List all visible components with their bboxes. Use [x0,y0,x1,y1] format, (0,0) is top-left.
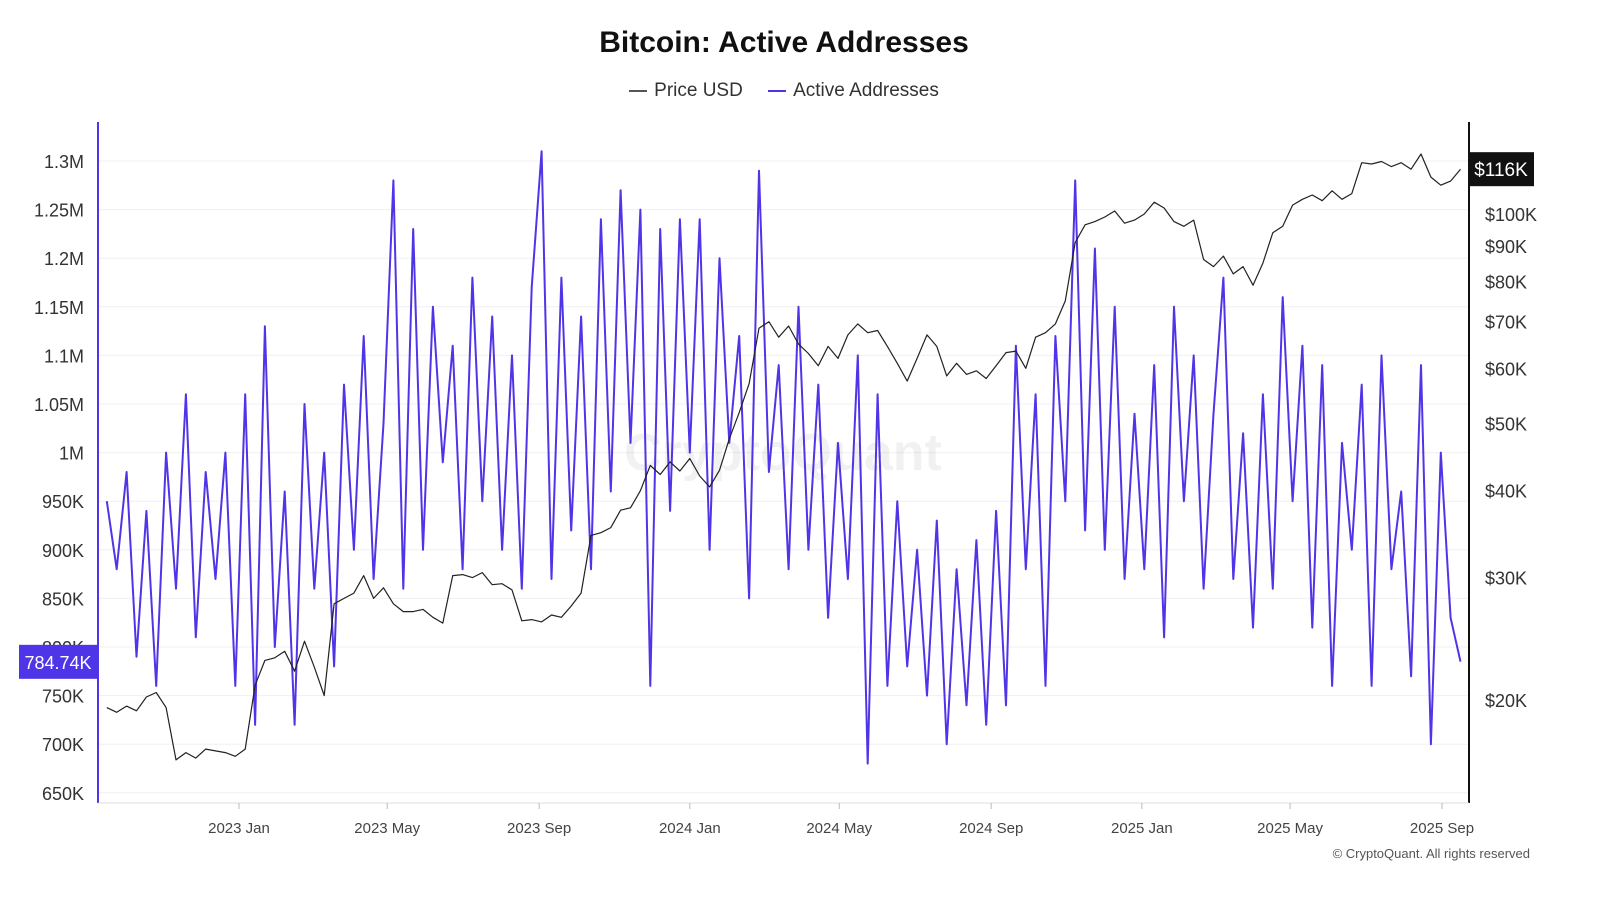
right-tick-label: $90K [1485,237,1527,257]
x-tick-label: 2025 Jan [1111,820,1173,837]
x-tick-label: 2025 Sep [1410,820,1474,837]
left-tick-label: 1.1M [44,346,84,366]
x-tick-label: 2024 May [806,820,872,837]
right-tick-label: $40K [1485,482,1527,502]
left-tick-label: 1.2M [44,249,84,269]
x-tick-label: 2023 May [354,820,420,837]
x-tick-label: 2024 Sep [959,820,1023,837]
x-tick-label: 2024 Jan [659,820,721,837]
left-tick-label: 1.3M [44,152,84,172]
left-tick-label: 900K [42,541,84,561]
price-swatch [629,90,648,92]
left-tick-label: 850K [42,589,84,609]
legend-label-active-addresses: Active Addresses [793,80,939,101]
right-tick-label: $60K [1485,359,1527,379]
price-line [106,153,1461,761]
left-tick-label: 950K [42,492,84,512]
current-active-addresses-badge [19,644,98,679]
x-tick-label: 2023 Sep [507,820,571,837]
right-tick-label: $50K [1485,414,1527,434]
active-addresses-swatch [768,90,787,92]
chart-title: Bitcoin: Active Addresses [599,26,969,59]
left-tick-label: 1.05M [34,395,84,415]
left-tick-label: 650K [42,784,84,804]
left-tick-label: 700K [42,735,84,755]
right-tick-label: $100K [1485,205,1537,225]
copyright: © CryptoQuant. All rights reserved [1332,846,1530,861]
x-tick-label: 2023 Jan [208,820,270,837]
current-price-label: $116K [1474,160,1528,181]
legend: Price USD Active Addresses [0,76,1568,102]
right-tick-label: $30K [1485,569,1527,589]
right-tick-label: $70K [1485,313,1527,333]
left-tick-label: 1M [59,444,84,464]
active-addresses-line [105,150,1462,765]
right-tick-label: $80K [1485,272,1527,292]
left-tick-label: 1.15M [34,298,84,318]
legend-item-active-addresses[interactable]: Active Addresses [768,80,939,102]
right-tick-label: $20K [1485,691,1527,711]
x-tick-label: 2025 May [1257,820,1323,837]
legend-item-price[interactable]: Price USD [629,80,743,102]
current-active-addresses-label: 784.74K [24,653,91,673]
legend-label-price: Price USD [654,80,743,101]
left-tick-label: 750K [42,687,84,707]
left-tick-label: 1.25M [34,201,84,221]
current-price-badge [1469,152,1534,187]
